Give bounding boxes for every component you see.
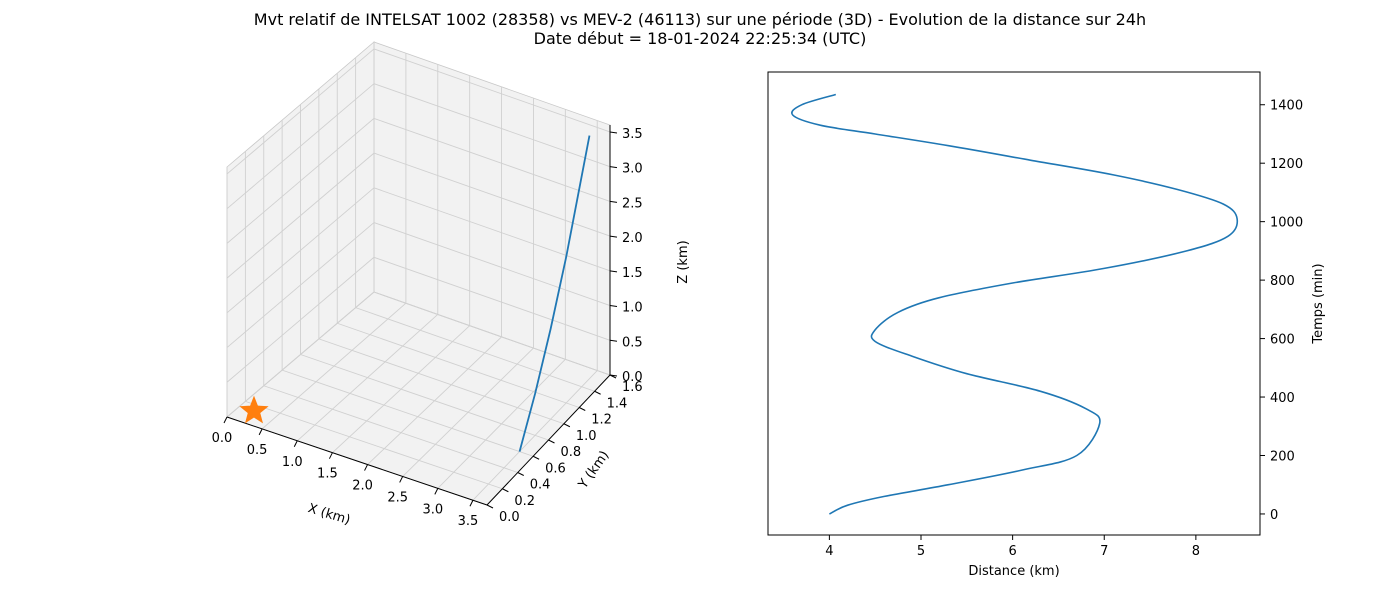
grid-z-back <box>373 152 611 237</box>
x-tick-label: 2.0 <box>352 479 373 494</box>
y-tick-mark <box>594 390 601 395</box>
grid-z-back <box>373 187 611 272</box>
x-axis-label: X (km) <box>306 501 352 528</box>
y-tick-label: 0 <box>1270 508 1278 523</box>
y-tick-label: 400 <box>1270 391 1295 406</box>
y-tick-label: 1000 <box>1270 216 1303 231</box>
y-tick-label: 1.6 <box>622 380 643 395</box>
y-tick-mark <box>579 407 586 411</box>
y-tick-label: 0.2 <box>514 494 535 509</box>
y-tick-label: 1.2 <box>591 413 612 428</box>
x-tick-mark <box>399 476 404 483</box>
y-tick-label: 1200 <box>1270 157 1303 172</box>
z-tick-label: 3.5 <box>622 127 643 142</box>
y-tick-label: 0.8 <box>561 445 582 460</box>
x-tick-mark <box>258 428 263 436</box>
x-tick-label: 5 <box>917 544 925 559</box>
z-axis-label: Z (km) <box>676 240 691 283</box>
x-tick-label: 3.5 <box>458 514 479 529</box>
y-tick-label: 800 <box>1270 274 1295 289</box>
y-tick-label: 0.6 <box>545 461 566 476</box>
x-axis-label: Distance (km) <box>968 564 1059 579</box>
x-tick-label: 3.0 <box>422 502 443 517</box>
y-tick-label: 1.4 <box>607 396 628 411</box>
y-tick-label: 600 <box>1270 333 1295 348</box>
z-tick-label: 3.0 <box>622 162 643 177</box>
x-axis-line <box>226 416 488 506</box>
x-tick-mark <box>434 488 439 495</box>
grid-z-left <box>226 256 375 383</box>
grid-z-back <box>373 291 611 376</box>
x-tick-label: 7 <box>1100 544 1108 559</box>
grid-z-left <box>226 187 375 314</box>
grid-z-left <box>226 291 375 418</box>
plot-3d-axes: 0.00.51.01.52.02.53.03.5 0.00.20.40.60.81… <box>212 41 691 529</box>
y-tick-label: 0.4 <box>530 478 551 493</box>
grid-y-floor <box>281 369 534 457</box>
x-tick-mark <box>293 440 298 448</box>
y-tick-mark <box>532 455 540 460</box>
z-tick-label: 2.0 <box>622 231 643 246</box>
z-tick-mark <box>609 339 618 342</box>
x-tick-label: 0.5 <box>247 443 268 458</box>
x-tick-label: 1.5 <box>317 467 338 482</box>
grid-y-floor <box>355 307 595 392</box>
z-tick-label: 0.0 <box>622 370 643 385</box>
grid-y-floor <box>300 354 549 441</box>
grid-y-floor <box>245 400 503 490</box>
grid-z-left <box>226 222 375 348</box>
z-tick-mark <box>609 305 618 308</box>
trajectory-line <box>518 135 591 452</box>
grid-z-left <box>226 152 375 279</box>
z-tick-label: 1.5 <box>622 266 643 281</box>
grid-z-back <box>373 117 611 202</box>
z-tick-mark <box>609 200 618 203</box>
y-tick-mark <box>548 439 555 444</box>
z-tick-label: 0.5 <box>622 335 643 350</box>
x-tick-label: 6 <box>1008 544 1016 559</box>
grid-z-back <box>373 83 611 168</box>
y-tick-label: 1.0 <box>576 429 597 444</box>
figure-title-line2: Date début = 18-01-2024 22:25:34 (UTC) <box>534 29 867 48</box>
star-marker <box>239 395 269 424</box>
z-tick-label: 1.0 <box>622 301 643 316</box>
y-tick-label: 0.0 <box>499 510 520 525</box>
y-tick-mark <box>486 504 494 509</box>
x-tick-label: 4 <box>825 544 833 559</box>
grid-z-back <box>373 222 611 306</box>
grid-y-floor <box>263 385 518 473</box>
z-tick-mark <box>609 131 618 134</box>
y-tick-mark <box>517 472 524 476</box>
x-tick-mark <box>328 452 333 459</box>
x-tick-mark <box>223 416 228 424</box>
distance-series-line <box>791 93 1239 515</box>
y-axis-label: Temps (min) <box>1311 263 1326 344</box>
x-tick-label: 0.0 <box>212 431 233 446</box>
grid-y-floor <box>337 322 580 408</box>
z-tick-label: 2.5 <box>622 196 643 211</box>
z-tick-mark <box>609 235 618 238</box>
x-tick-mark <box>364 464 368 471</box>
x-tick-mark <box>469 500 474 507</box>
grid-z-back <box>373 48 611 133</box>
y-tick-mark <box>563 423 571 428</box>
z-tick-mark <box>609 166 618 169</box>
grid-z-left <box>226 48 375 175</box>
figure-title-line1: Mvt relatif de INTELSAT 1002 (28358) vs … <box>254 10 1146 29</box>
x-tick-label: 8 <box>1192 544 1200 559</box>
grid-y-floor <box>318 338 565 425</box>
grid-z-left <box>226 118 375 244</box>
y-tick-mark <box>502 488 509 493</box>
plot-distance-time-axes: 4 5 6 7 8 0 200 400 600 800 1000 1200 1400 Distance (… <box>767 71 1326 579</box>
x-tick-label: 1.0 <box>282 455 303 470</box>
z-tick-mark <box>609 374 618 377</box>
y-tick-label: 1400 <box>1270 99 1303 114</box>
z-tick-mark <box>609 270 618 273</box>
grid-z-left <box>226 83 375 210</box>
plot-frame <box>767 71 1261 536</box>
y-tick-label: 200 <box>1270 449 1295 464</box>
grid-z-back <box>373 256 611 341</box>
x-tick-label: 2.5 <box>387 490 408 505</box>
